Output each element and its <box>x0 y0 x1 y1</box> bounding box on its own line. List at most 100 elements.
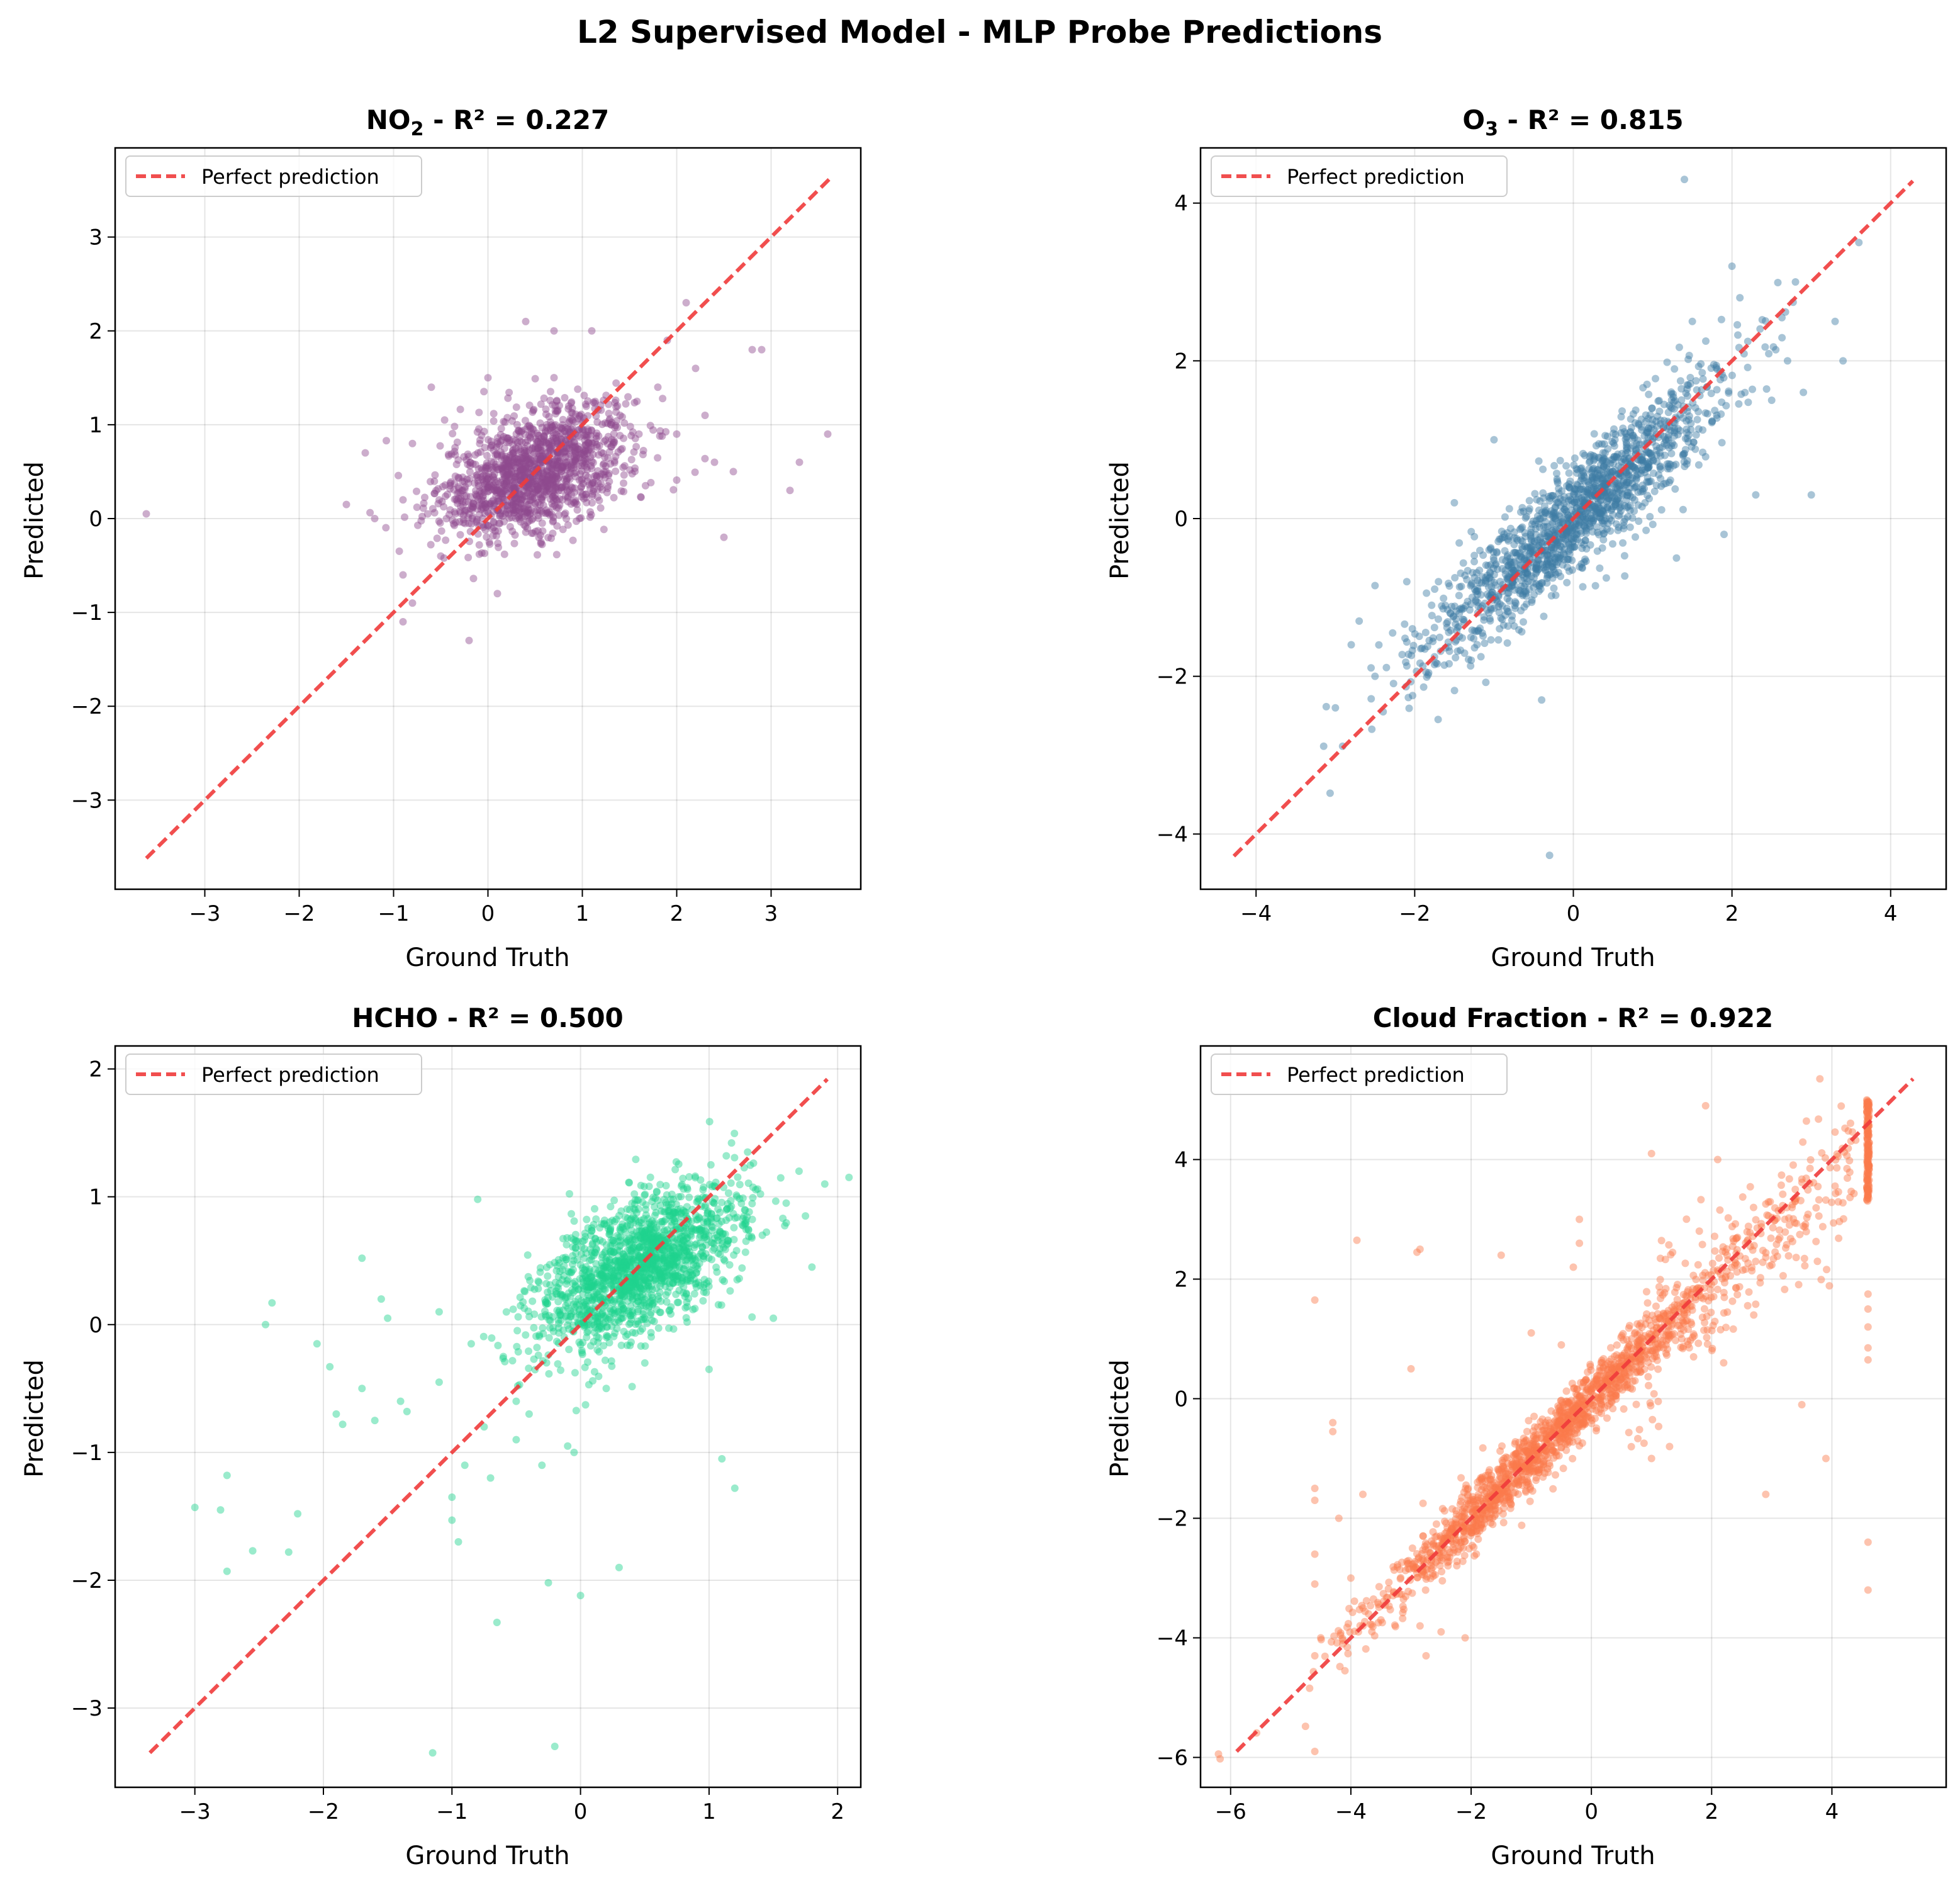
data-point <box>501 510 510 518</box>
data-point <box>535 1331 544 1339</box>
data-point <box>557 450 565 458</box>
data-point <box>524 488 532 497</box>
data-point <box>577 410 585 419</box>
data-point <box>1347 641 1355 649</box>
data-point <box>605 417 613 424</box>
tick-label-x: −3 <box>189 901 220 926</box>
data-point <box>554 427 562 435</box>
data-point <box>776 1174 785 1182</box>
data-point <box>656 427 664 435</box>
data-point <box>1675 343 1683 351</box>
data-point <box>469 513 477 520</box>
data-point <box>1570 485 1578 493</box>
data-point <box>593 443 601 451</box>
data-point <box>1421 629 1430 636</box>
data-point <box>585 446 593 454</box>
data-point <box>568 441 575 449</box>
data-point <box>481 500 490 508</box>
data-point <box>461 508 469 516</box>
data-point <box>601 474 609 481</box>
data-point <box>511 495 519 503</box>
data-point <box>1505 597 1513 605</box>
data-point <box>1590 430 1598 438</box>
data-point <box>1617 413 1625 421</box>
data-point <box>720 533 728 541</box>
data-point <box>1647 424 1655 432</box>
data-point <box>522 438 529 446</box>
legend-label: Perfect prediction <box>201 165 379 189</box>
data-point <box>522 462 530 470</box>
data-point <box>1666 402 1673 410</box>
data-point <box>525 1313 534 1321</box>
data-point <box>597 449 605 456</box>
data-point <box>1538 696 1546 704</box>
data-point <box>524 463 532 471</box>
data-point <box>508 1357 517 1365</box>
data-point <box>565 444 573 452</box>
data-point <box>1446 609 1454 617</box>
data-point <box>699 1186 707 1194</box>
data-point <box>647 1258 656 1266</box>
data-point <box>503 456 512 464</box>
data-point <box>600 525 608 534</box>
data-point <box>1482 678 1490 687</box>
data-point <box>500 1352 507 1361</box>
data-point <box>503 502 512 510</box>
data-point <box>483 452 491 459</box>
data-point <box>529 478 537 486</box>
data-point <box>584 446 592 454</box>
data-point <box>483 484 491 492</box>
data-point <box>771 1197 780 1205</box>
data-point <box>495 486 503 495</box>
data-point <box>419 504 427 512</box>
data-point <box>522 492 530 500</box>
data-point <box>590 479 598 487</box>
data-point <box>622 400 630 408</box>
data-point <box>605 469 613 478</box>
data-point <box>1404 694 1413 702</box>
data-point <box>503 471 511 479</box>
data-point <box>1434 615 1442 623</box>
data-point <box>484 374 492 382</box>
data-point <box>683 1318 691 1326</box>
data-point <box>478 496 486 504</box>
data-point <box>802 1212 810 1220</box>
data-point <box>1545 851 1554 860</box>
data-point <box>1430 624 1438 632</box>
data-point <box>561 394 569 402</box>
data-point <box>535 490 543 498</box>
data-point <box>473 493 481 501</box>
data-point <box>464 498 473 506</box>
data-point <box>1619 539 1627 547</box>
data-point <box>529 473 537 481</box>
data-point <box>502 486 510 494</box>
data-point <box>663 1298 671 1306</box>
data-point <box>548 464 556 473</box>
data-point <box>1445 660 1453 668</box>
data-point <box>511 480 519 488</box>
data-point <box>571 418 580 426</box>
data-point <box>612 452 620 461</box>
data-point <box>518 493 526 502</box>
data-point <box>1488 588 1496 597</box>
tick-label-x: −2 <box>1399 901 1430 926</box>
data-point <box>559 421 566 429</box>
data-point <box>656 1282 664 1290</box>
data-point <box>1765 350 1773 357</box>
data-point <box>563 444 571 452</box>
data-point <box>587 462 595 470</box>
data-point <box>598 486 607 494</box>
data-point <box>609 1237 617 1245</box>
data-point <box>594 467 602 475</box>
data-point <box>1549 1485 1557 1493</box>
data-point <box>522 522 530 531</box>
data-point <box>1403 662 1411 670</box>
data-point <box>481 509 489 517</box>
data-point <box>1720 531 1728 539</box>
data-point <box>510 539 518 548</box>
data-point <box>559 525 567 534</box>
tick-label-x: 1 <box>576 901 590 926</box>
data-point <box>1503 639 1511 647</box>
data-point <box>518 427 526 435</box>
data-point <box>465 636 473 644</box>
